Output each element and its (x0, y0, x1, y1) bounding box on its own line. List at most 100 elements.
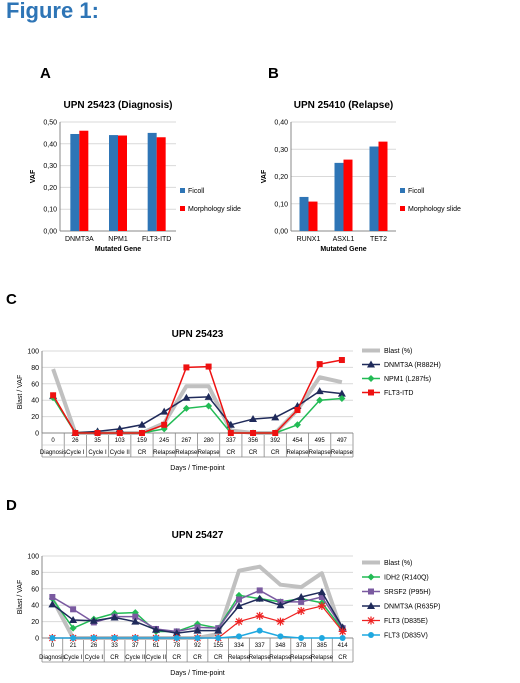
chart-d-data-point (132, 635, 139, 641)
chart-c-ytick: 20 (31, 414, 39, 421)
chart-c-legend-label: NPM1 (L287fs) (384, 376, 431, 383)
chart-d-data-point (256, 627, 263, 634)
chart-b-legend-swatch (400, 206, 405, 211)
chart-c-day-label: 495 (315, 438, 326, 444)
chart-c-day-label: 35 (94, 438, 101, 444)
chart-a-legend-label: Ficoll (188, 188, 205, 195)
chart-d-day-label: 337 (255, 643, 266, 649)
chart-d-timepoint-label: CR (110, 655, 119, 661)
chart-c-xlabel: Days / Time-point (170, 465, 225, 472)
chart-b-xtick: TET2 (370, 236, 387, 243)
chart-d-timepoint-label: CR (214, 655, 223, 661)
chart-a-bar (156, 137, 166, 231)
chart-c-timepoint-label: CR (226, 450, 235, 456)
chart-d-day-label: 348 (275, 643, 286, 649)
chart-d-data-point (276, 617, 285, 626)
chart-d-data-point (90, 635, 97, 641)
chart-b-ytick: 0,30 (274, 147, 288, 154)
chart-a-xtick: FLT3-ITD (142, 236, 171, 243)
chart-d-day-label: 385 (317, 643, 328, 649)
chart-c-data-point (182, 393, 191, 401)
chart-d-data-point (234, 617, 243, 626)
chart-d-ytick: 60 (31, 586, 39, 593)
chart-c-legend-marker (368, 389, 374, 396)
chart-d-data-point (317, 588, 326, 596)
chart-c-timepoint-label: Cycle I (66, 450, 85, 456)
chart-d-day-label: 61 (153, 643, 160, 649)
chart-d-data-point (69, 615, 78, 623)
chart-d-data-point (132, 613, 139, 620)
chart-d-day-label: 78 (173, 643, 180, 649)
chart-a-bar (118, 135, 127, 231)
chart-c-legend-marker (367, 360, 375, 368)
chart-d-day-label: 414 (338, 643, 349, 649)
chart-b-legend-label: Ficoll (408, 188, 425, 195)
chart-d-data-point (69, 624, 77, 632)
chart-d-data-point (215, 635, 222, 641)
chart-d-data-point (193, 626, 202, 634)
chart-c-data-point (94, 430, 101, 436)
chart-d-ytick: 20 (31, 619, 39, 626)
chart-d-legend-label: FLT3 (D835E) (384, 618, 428, 625)
chart-d-data-point (131, 617, 140, 625)
chart-d-data-point (235, 633, 242, 640)
chart-d-data-point (110, 613, 119, 621)
chart-c-timepoint-label: Relapse (309, 450, 332, 456)
chart-a-ytick: 0,50 (43, 120, 57, 127)
chart-d-data-point (255, 611, 264, 620)
chart-b-legend-label: Morphology slide (408, 206, 461, 213)
chart-a-legend-label: Morphology slide (188, 206, 241, 213)
chart-d-data-point (276, 601, 285, 609)
chart-d-ytick: 80 (31, 570, 39, 577)
chart-d-xlabel: Days / Time-point (170, 670, 225, 677)
chart-c-data-point (183, 364, 190, 371)
chart-d-data-point (255, 594, 264, 602)
chart-c-title: UPN 25423 (172, 329, 224, 340)
chart-a-title: UPN 25423 (Diagnosis) (64, 100, 173, 111)
chart-b-bar (299, 196, 309, 231)
chart-c-series-line (52, 390, 342, 434)
chart-c-day-label: 159 (137, 438, 148, 444)
chart-c-timepoint-label: Diagnosis (40, 450, 66, 456)
chart-c-data-point (294, 407, 301, 414)
chart-c-timepoint-label: Relapse (153, 450, 176, 456)
chart-d-timepoint-label: Diagnosis (39, 655, 65, 661)
chart-d-legend-label: FLT3 (D835V) (384, 633, 428, 640)
chart-a-bar (109, 135, 118, 231)
chart-b-xtick: RUNX1 (297, 236, 321, 243)
chart-c-ytick: 60 (31, 381, 39, 388)
panel-letter-a: A (40, 65, 51, 82)
chart-d-ytick: 100 (27, 554, 39, 561)
chart-c-day-label: 497 (337, 438, 348, 444)
chart-a-ytick: 0,00 (43, 229, 57, 236)
chart-d-timepoint-label: Relapse (228, 655, 251, 661)
chart-c-timepoint-label: CR (138, 450, 147, 456)
chart-c-legend-label: FLT3-ITD (384, 390, 413, 397)
figure-title: Figure 1: (6, 0, 99, 23)
chart-d-data-point (49, 635, 56, 641)
chart-d-timepoint-label: Relapse (269, 655, 292, 661)
chart-c-day-label: 0 (51, 438, 55, 444)
chart-d-data-point (277, 633, 284, 640)
chart-c-data-point (182, 404, 190, 412)
chart-c-timepoint-label: Relapse (286, 450, 309, 456)
chart-b-xlabel: Mutated Gene (320, 246, 366, 253)
chart-b-legend-swatch (400, 188, 405, 193)
chart-d-data-point (339, 635, 346, 641)
chart-c-data-point (72, 430, 79, 436)
chart-b-ytick: 0,10 (274, 201, 288, 208)
chart-b-bar (343, 159, 353, 231)
chart-d-timepoint-label: CR (338, 655, 347, 661)
chart-d-legend-marker (367, 573, 375, 581)
chart-c-data-point (316, 396, 324, 404)
chart-d-timepoint-label: Cycle I (85, 655, 104, 661)
chart-b-ylabel: VAF (261, 169, 268, 183)
chart-d-timepoint-label: Cycle II (125, 655, 145, 661)
chart-d-data-point (297, 593, 306, 600)
chart-d-timepoint-label: Cycle II (146, 655, 166, 661)
chart-c-day-label: 356 (248, 438, 259, 444)
chart-a-legend-swatch (180, 206, 185, 211)
chart-d-ylabel: Blast / VAF (17, 580, 24, 615)
chart-d-timepoint-label: Relapse (249, 655, 272, 661)
